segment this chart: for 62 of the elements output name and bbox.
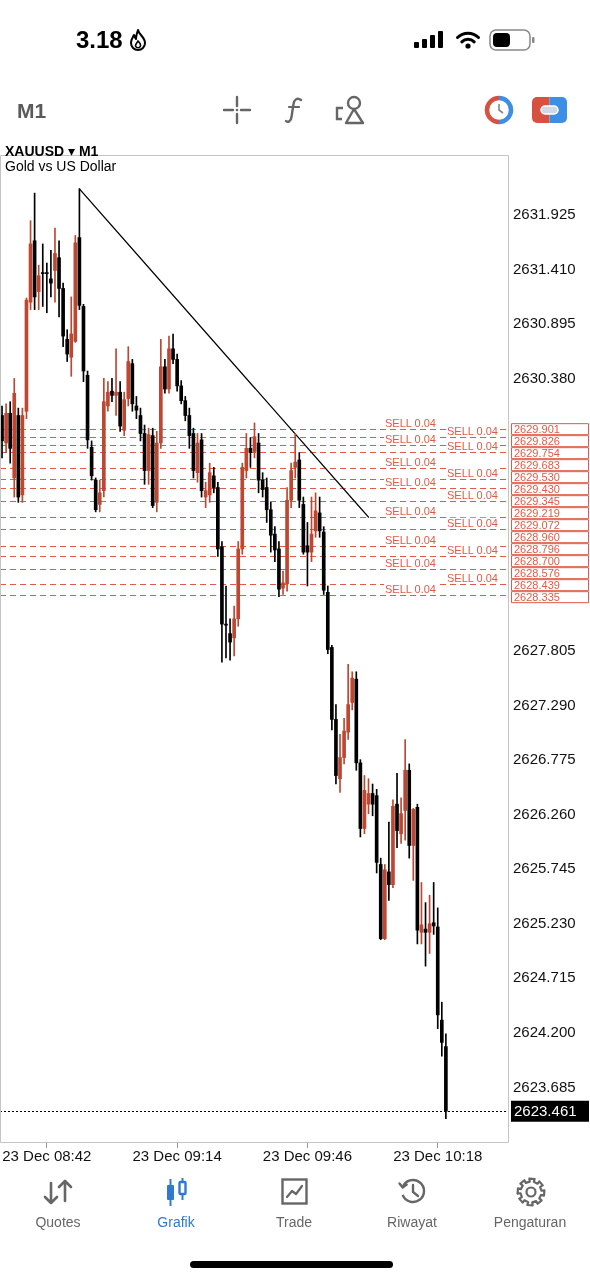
- ref-line-label: 2623.461: [514, 1101, 577, 1119]
- y-tick-label: 2625.230: [513, 913, 576, 931]
- annotation: SELL 0.04: [385, 476, 436, 489]
- ref-line-label: 2628.960: [514, 530, 560, 543]
- ref-line-label: 2628.335: [514, 590, 560, 603]
- candlestick: [40, 243, 45, 307]
- annotation: SELL 0.04: [447, 425, 498, 438]
- ref-line-label: 2629.530: [514, 470, 560, 483]
- candlestick: [110, 378, 114, 403]
- text: Pengaturan: [492, 1213, 568, 1231]
- y-tick-label: 2631.410: [513, 259, 576, 277]
- text: Trade: [274, 1213, 314, 1231]
- y-tick-label: 2623.685: [513, 1077, 576, 1095]
- y-tick-label: 2627.290: [513, 695, 576, 713]
- ref-line-label: 2629.345: [514, 494, 560, 507]
- x-tick-label: 23 Dec 08:42: [2, 1147, 92, 1165]
- y-tick-label: 2625.745: [513, 859, 576, 877]
- y-tick-label: 2624.715: [513, 968, 576, 986]
- ref-line-label: 2628.439: [514, 578, 560, 591]
- x-tick-label: 23 Dec 09:46: [262, 1147, 353, 1165]
- ref-line-label: 2629.683: [514, 458, 560, 471]
- text: Riwayat: [386, 1213, 438, 1231]
- ref-line-label: 2629.901: [514, 422, 560, 435]
- y-tick-label: 2624.200: [513, 1023, 576, 1041]
- y-tick-label: 2627.805: [513, 641, 576, 659]
- annotation: SELL 0.04: [447, 440, 498, 453]
- text: 3.18: [76, 26, 123, 54]
- annotation: SELL 0.04: [385, 534, 436, 547]
- annotation: SELL 0.04: [447, 516, 498, 529]
- annotation: SELL 0.04: [385, 582, 436, 595]
- annotation: SELL 0.04: [447, 544, 498, 557]
- ref-line-label: 2629.072: [514, 518, 560, 531]
- text: M1: [17, 98, 47, 124]
- ref-line-label: 2629.826: [514, 434, 560, 447]
- ref-line-label: 2628.796: [514, 542, 560, 555]
- chart-title: XAUUSD ▾ M1: [5, 143, 99, 159]
- annotation: SELL 0.04: [385, 504, 436, 517]
- annotation: SELL 0.04: [385, 417, 436, 430]
- annotation: SELL 0.04: [447, 489, 498, 502]
- ref-line-label: 2629.754: [514, 446, 560, 459]
- text: Quotes: [34, 1213, 82, 1231]
- y-tick-label: 2626.260: [513, 804, 576, 822]
- ref-line-label: 2629.219: [514, 506, 560, 519]
- y-tick-label: 2626.775: [513, 750, 576, 768]
- y-tick-label: 2631.925: [513, 204, 576, 222]
- annotation: SELL 0.04: [385, 557, 436, 570]
- candlestick: [53, 227, 57, 303]
- y-tick-label: 2630.380: [513, 368, 576, 386]
- x-tick-label: 23 Dec 10:18: [393, 1147, 483, 1165]
- x-tick-label: 23 Dec 09:14: [132, 1147, 222, 1165]
- chart-subtitle: Gold vs US Dollar: [5, 158, 117, 174]
- text: Grafik: [156, 1213, 196, 1231]
- candlestick: [387, 821, 391, 901]
- ref-line-label: 2629.430: [514, 482, 560, 495]
- annotation: SELL 0.04: [385, 456, 436, 469]
- y-tick-label: 2630.895: [513, 314, 576, 332]
- ref-line-label: 2628.576: [514, 566, 560, 579]
- ref-line-label: 2628.700: [514, 554, 560, 567]
- annotation: SELL 0.04: [447, 571, 498, 584]
- annotation: SELL 0.04: [447, 467, 498, 480]
- candlestick: [114, 348, 118, 416]
- annotation: SELL 0.04: [385, 432, 436, 445]
